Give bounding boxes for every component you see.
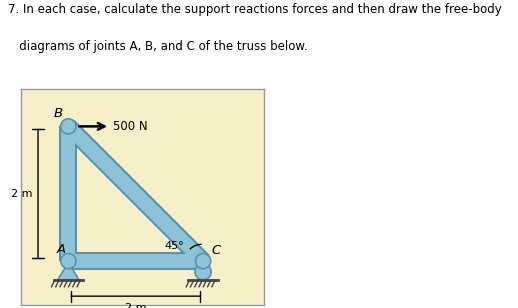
Circle shape — [62, 255, 75, 267]
Text: diagrams of joints A, B, and C of the truss below.: diagrams of joints A, B, and C of the tr… — [8, 40, 307, 53]
Text: C: C — [211, 244, 221, 257]
Text: 500 N: 500 N — [113, 120, 148, 133]
Text: 45°: 45° — [165, 241, 184, 251]
Circle shape — [61, 253, 76, 269]
Text: A: A — [56, 243, 66, 256]
Circle shape — [62, 120, 75, 132]
Circle shape — [197, 255, 209, 267]
Circle shape — [61, 119, 76, 134]
Text: 7. In each case, calculate the support reactions forces and then draw the free-b: 7. In each case, calculate the support r… — [8, 3, 501, 16]
Text: 2 m: 2 m — [11, 189, 33, 199]
Circle shape — [195, 264, 211, 280]
Polygon shape — [57, 262, 79, 280]
Text: B: B — [54, 107, 63, 120]
Text: 2 m: 2 m — [125, 303, 147, 308]
Circle shape — [195, 253, 211, 269]
